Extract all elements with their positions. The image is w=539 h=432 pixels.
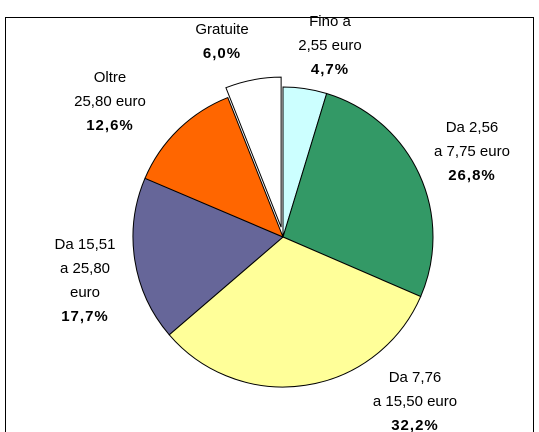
slice-label: a 7,75 euro	[434, 143, 510, 160]
slice-label: Gratuite	[195, 21, 248, 38]
pie-slice	[225, 76, 282, 228]
value-label: 32,2%	[391, 417, 439, 432]
slice-label: Da 7,76	[389, 369, 442, 386]
pie-slice	[282, 92, 434, 298]
slice-label: Da 2,56	[446, 119, 499, 136]
value-label: 12,6%	[86, 117, 134, 134]
slice-label: Fino a	[309, 13, 351, 30]
pie-slice	[132, 177, 284, 336]
pie-slice	[168, 236, 422, 388]
value-label: 6,0%	[203, 45, 241, 62]
slice-label: Da 15,51	[55, 236, 116, 253]
slice-label: 2,55 euro	[298, 37, 361, 54]
slice-label: euro	[70, 284, 100, 301]
slice-label: a 15,50 euro	[373, 393, 457, 410]
slice-label: a 25,80	[60, 260, 110, 277]
value-label: 17,7%	[61, 308, 109, 325]
slice-label: Oltre	[94, 69, 127, 86]
value-label: 26,8%	[448, 167, 496, 184]
chart-frame	[5, 17, 534, 432]
slice-label: 25,80 euro	[74, 93, 146, 110]
pie-slice	[144, 96, 284, 238]
value-label: 4,7%	[311, 61, 349, 78]
